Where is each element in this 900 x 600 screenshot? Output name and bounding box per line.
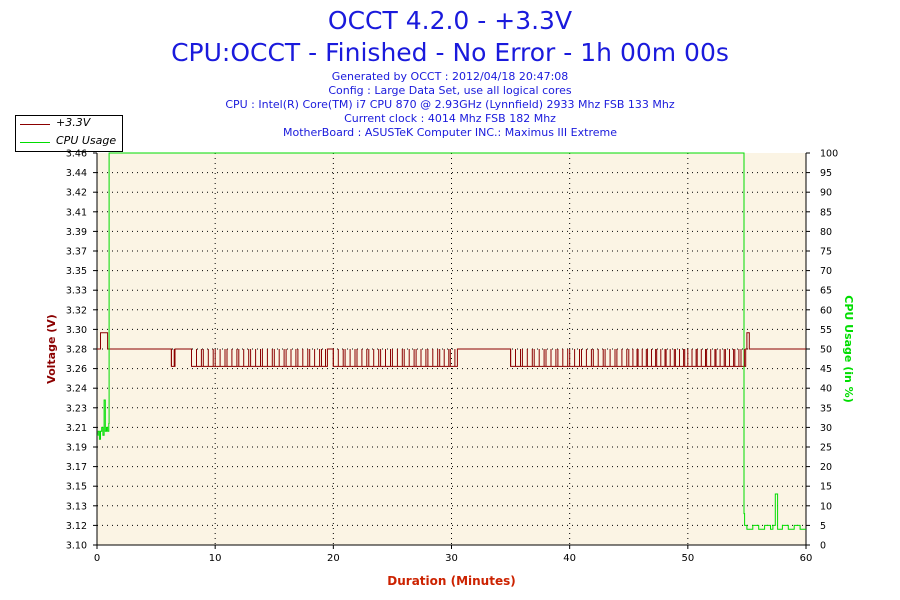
y-left-tick-label: 3.21: [66, 423, 87, 434]
y-right-tick-label: 10: [820, 501, 832, 512]
y-right-tick-label: 25: [820, 443, 832, 454]
y-left-tick-label: 3.42: [66, 188, 87, 199]
y-left-tick-label: 3.26: [66, 364, 87, 375]
x-tick-label: 10: [209, 553, 222, 564]
y-left-tick-label: 3.10: [66, 541, 87, 552]
y-right-tick-label: 20: [820, 462, 832, 473]
y-left-tick-label: 3.46: [66, 149, 87, 160]
y-right-tick-label: 0: [820, 541, 826, 552]
y-right-tick-label: 50: [820, 345, 832, 356]
y-right-tick-label: 60: [820, 305, 832, 316]
y-right-tick-label: 80: [820, 227, 832, 238]
y-right-tick-label: 5: [820, 521, 826, 532]
y-right-tick-label: 90: [820, 188, 832, 199]
y-left-tick-label: 3.30: [66, 325, 87, 336]
y-left-tick-label: 3.17: [66, 462, 87, 473]
y-left-tick-label: 3.12: [66, 521, 87, 532]
y-right-tick-label: 45: [820, 364, 832, 375]
chart-subtitle: CPU:OCCT - Finished - No Error - 1h 00m …: [171, 38, 729, 67]
y-right-tick-label: 100: [820, 149, 838, 160]
y-right-tick-label: 40: [820, 384, 832, 395]
y-right-tick-label: 95: [820, 168, 832, 179]
chart-title: OCCT 4.2.0 - +3.3V: [327, 6, 573, 35]
x-tick-label: 30: [445, 553, 458, 564]
legend-item-voltage: +3.3V: [16, 116, 122, 132]
info-motherboard: MotherBoard : ASUSTeK Computer INC.: Max…: [283, 126, 617, 139]
y-left-tick-label: 3.23: [66, 403, 87, 414]
y-left-tick-label: 3.33: [66, 286, 87, 297]
y-left-tick-label: 3.37: [66, 247, 87, 258]
y-right-tick-label: 75: [820, 247, 832, 258]
x-tick-label: 20: [327, 553, 340, 564]
legend-swatch-voltage: [20, 124, 50, 125]
y-left-tick-label: 3.15: [66, 482, 87, 493]
info-config: Config : Large Data Set, use all logical…: [328, 84, 572, 97]
legend: +3.3V CPU Usage: [15, 115, 123, 152]
x-tick-label: 0: [94, 553, 100, 564]
x-tick-label: 60: [800, 553, 813, 564]
y-left-tick-label: 3.19: [66, 443, 87, 454]
x-tick-label: 40: [563, 553, 576, 564]
series-line-cpu: [97, 152, 806, 530]
y-right-tick-label: 70: [820, 266, 832, 277]
x-axis-label: Duration (Minutes): [387, 574, 515, 588]
y-right-tick-label: 35: [820, 403, 832, 414]
y-right-tick-label: 85: [820, 207, 832, 218]
y-right-tick-label: 15: [820, 482, 832, 493]
legend-swatch-cpu: [20, 142, 50, 143]
y-left-tick-label: 3.41: [66, 207, 87, 218]
y-left-tick-label: 3.13: [66, 501, 87, 512]
legend-item-cpu: CPU Usage: [16, 134, 122, 150]
y-left-tick-label: 3.39: [66, 227, 87, 238]
info-clock: Current clock : 4014 Mhz FSB 182 Mhz: [344, 112, 556, 125]
info-cpu: CPU : Intel(R) Core(TM) i7 CPU 870 @ 2.9…: [225, 98, 675, 111]
x-tick-label: 50: [681, 553, 694, 564]
y-left-tick-label: 3.44: [66, 168, 87, 179]
y-left-tick-label: 3.24: [66, 384, 87, 395]
y-axis-label-right: CPU Usage (in %): [842, 295, 855, 402]
y-right-tick-label: 55: [820, 325, 832, 336]
legend-label-cpu: CPU Usage: [56, 134, 117, 147]
legend-label-voltage: +3.3V: [56, 116, 91, 129]
y-left-tick-label: 3.35: [66, 266, 87, 277]
y-axis-label-left: Voltage (V): [45, 314, 58, 384]
y-right-tick-label: 30: [820, 423, 832, 434]
info-generated: Generated by OCCT : 2012/04/18 20:47:08: [331, 70, 569, 83]
y-left-tick-label: 3.32: [66, 305, 87, 316]
y-left-tick-label: 3.28: [66, 345, 87, 356]
y-right-tick-label: 65: [820, 286, 832, 297]
